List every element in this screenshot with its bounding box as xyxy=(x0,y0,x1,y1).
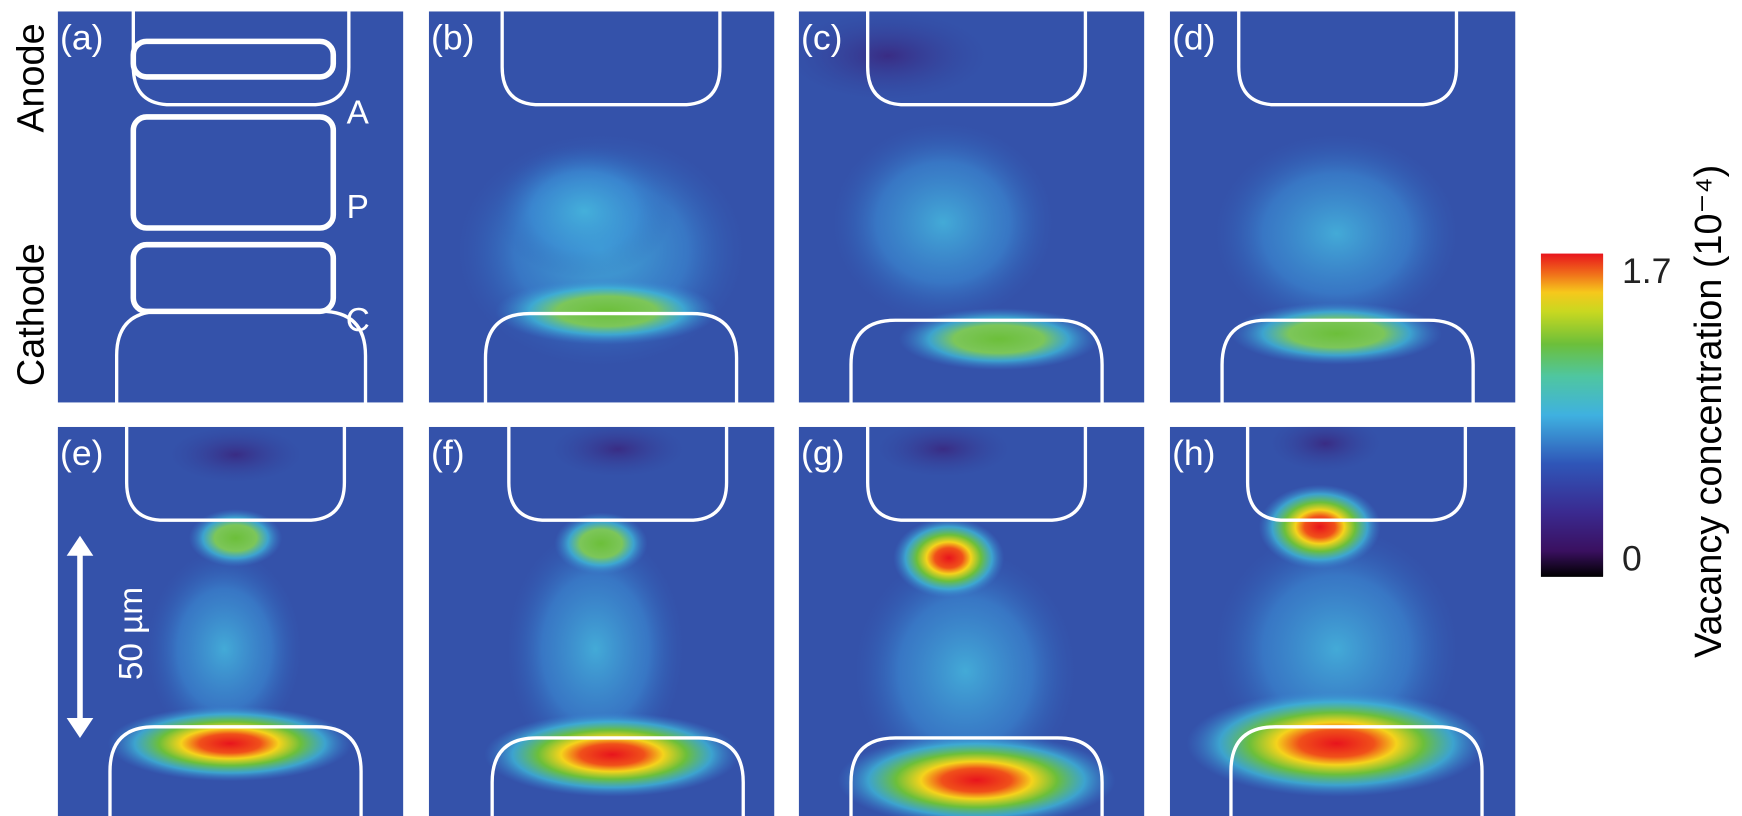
colorbar-tick-label: 0 xyxy=(1622,539,1642,579)
panel-label: (f) xyxy=(431,433,465,473)
region-label: A xyxy=(347,95,370,132)
concentration-region xyxy=(1270,416,1381,472)
concentration-region xyxy=(893,518,1004,598)
region-label: P xyxy=(347,189,369,226)
panel xyxy=(1170,6,1516,408)
concentration-region xyxy=(877,421,1010,477)
panel-label: (b) xyxy=(431,18,474,58)
concentration-region xyxy=(495,278,717,345)
panel xyxy=(429,6,775,408)
panel-label: (e) xyxy=(60,433,103,473)
panel-label: (a) xyxy=(60,18,103,58)
figure: Anode Cathode Vacancy concentration (10⁻… xyxy=(0,0,1742,816)
cathode-label: Cathode xyxy=(10,243,52,386)
concentration-region xyxy=(899,308,1099,370)
concentration-region xyxy=(484,712,740,796)
panel xyxy=(799,421,1145,816)
scale-label: 50 µm xyxy=(113,587,150,680)
concentration-region xyxy=(551,421,684,477)
panel-label: (g) xyxy=(801,433,844,473)
concentration-region xyxy=(108,706,352,782)
page: {"panels": [{"label": "(a)"}, {"label": … xyxy=(0,0,1742,816)
concentration-region xyxy=(169,427,302,483)
panel-label: (c) xyxy=(801,18,842,58)
anode-label: Anode xyxy=(10,23,52,132)
panel xyxy=(429,421,775,816)
colorbar-label: Vacancy concentration (10⁻⁴) xyxy=(1688,165,1730,658)
panel xyxy=(788,6,1145,408)
concentration-region xyxy=(832,122,1054,322)
panel xyxy=(58,421,404,816)
colorbar-tick-label: 1.7 xyxy=(1622,251,1671,291)
panel-label: (d) xyxy=(1172,18,1215,58)
colorbar xyxy=(1541,254,1603,577)
concentration-region xyxy=(495,145,673,278)
panel-label: (h) xyxy=(1172,433,1215,473)
concentration-region xyxy=(189,509,282,567)
concentration-region xyxy=(1259,485,1381,569)
concentration-region xyxy=(1231,302,1442,364)
panel xyxy=(1170,416,1516,816)
region-label: C xyxy=(346,302,370,339)
